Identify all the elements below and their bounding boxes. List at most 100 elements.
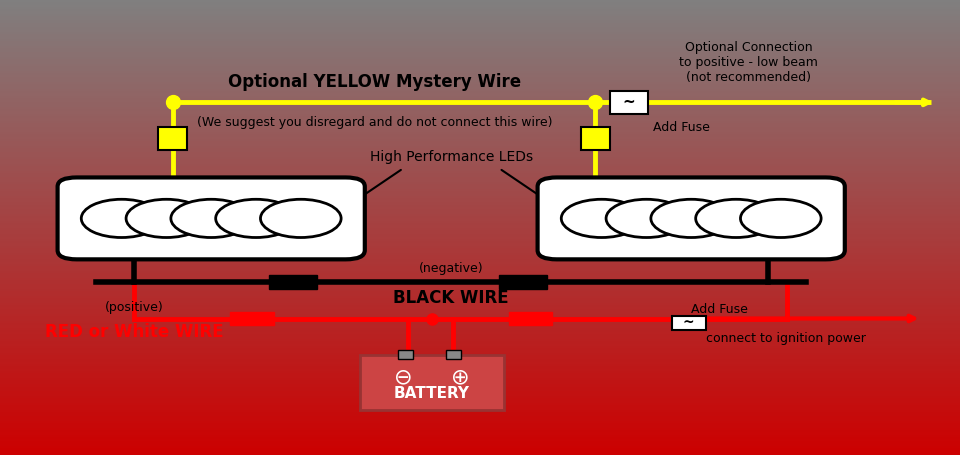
Bar (0, 27, 960, 30)
Bar (0, 207, 960, 209)
Bar (0, 127, 960, 130)
Bar (0, 168, 960, 171)
Bar (0, 57, 960, 59)
Bar (0, 100, 960, 102)
Bar (0, 50, 960, 52)
Bar (0, 30, 960, 32)
Bar (0, 419, 960, 421)
Bar (446, 350, 461, 359)
Circle shape (696, 199, 777, 238)
Bar (0, 262, 960, 264)
Bar (0, 350, 960, 353)
Bar (0, 89, 960, 91)
Bar (0, 0, 960, 2)
Bar (0, 230, 960, 232)
Bar (0, 143, 960, 146)
Bar (230, 312, 274, 325)
Circle shape (216, 199, 297, 238)
Bar (0, 18, 960, 20)
Bar (0, 287, 960, 289)
Bar (0, 353, 960, 355)
Bar (0, 102, 960, 105)
Bar (0, 43, 960, 46)
Bar (0, 371, 960, 373)
Bar (0, 332, 960, 334)
Bar (0, 278, 960, 280)
Bar (0, 375, 960, 378)
Bar (0, 273, 960, 275)
Bar (0, 200, 960, 202)
Bar (0, 64, 960, 66)
Bar (0, 341, 960, 344)
Bar (0, 7, 960, 9)
Bar (0, 296, 960, 298)
Bar (0, 266, 960, 268)
Bar (0, 171, 960, 173)
Bar (0, 416, 960, 419)
FancyBboxPatch shape (610, 91, 648, 114)
Bar (0, 139, 960, 141)
Bar (0, 441, 960, 444)
Bar (0, 198, 960, 200)
Bar (0, 73, 960, 75)
Text: BATTERY: BATTERY (394, 386, 470, 401)
Bar (0, 346, 960, 348)
Bar (0, 255, 960, 257)
Bar (0, 437, 960, 439)
Bar (0, 389, 960, 391)
Bar (0, 289, 960, 291)
Bar (0, 96, 960, 98)
Bar (0, 107, 960, 109)
Bar (0, 293, 960, 296)
Bar (0, 380, 960, 382)
Bar (0, 121, 960, 123)
Bar (0, 271, 960, 273)
Bar (0, 250, 960, 253)
Bar (0, 410, 960, 412)
Bar (0, 34, 960, 36)
Bar (0, 435, 960, 437)
Bar (0, 275, 960, 278)
Bar (0, 394, 960, 396)
Bar (0, 425, 960, 428)
Bar (0, 41, 960, 43)
Bar (0, 209, 960, 212)
Text: Optional YELLOW Mystery Wire: Optional YELLOW Mystery Wire (228, 73, 521, 91)
Bar (0, 152, 960, 155)
Bar (0, 5, 960, 7)
Bar (0, 321, 960, 323)
Bar (0, 116, 960, 118)
Bar (0, 80, 960, 82)
Circle shape (260, 199, 341, 238)
Bar (0, 259, 960, 262)
Bar (0, 225, 960, 228)
Bar (0, 398, 960, 400)
Bar (0, 369, 960, 371)
Bar (0, 39, 960, 41)
Bar (0, 155, 960, 157)
Bar (0, 11, 960, 14)
Bar (0, 86, 960, 89)
Bar (0, 189, 960, 191)
Bar (0, 93, 960, 96)
Bar (0, 366, 960, 369)
Bar (0, 212, 960, 214)
Bar (0, 36, 960, 39)
Text: BLACK WIRE: BLACK WIRE (394, 289, 509, 307)
Bar (0, 396, 960, 398)
Bar (0, 439, 960, 441)
Bar (0, 134, 960, 136)
Bar (0, 123, 960, 125)
Bar (0, 337, 960, 339)
Bar (0, 136, 960, 139)
Bar (0, 59, 960, 61)
Bar (0, 330, 960, 332)
Bar (0, 71, 960, 73)
Bar (0, 444, 960, 446)
Bar (0, 407, 960, 410)
Bar (0, 243, 960, 246)
Bar (0, 2, 960, 5)
Text: Add Fuse: Add Fuse (653, 121, 709, 134)
Bar (0, 412, 960, 414)
Bar (0, 114, 960, 116)
